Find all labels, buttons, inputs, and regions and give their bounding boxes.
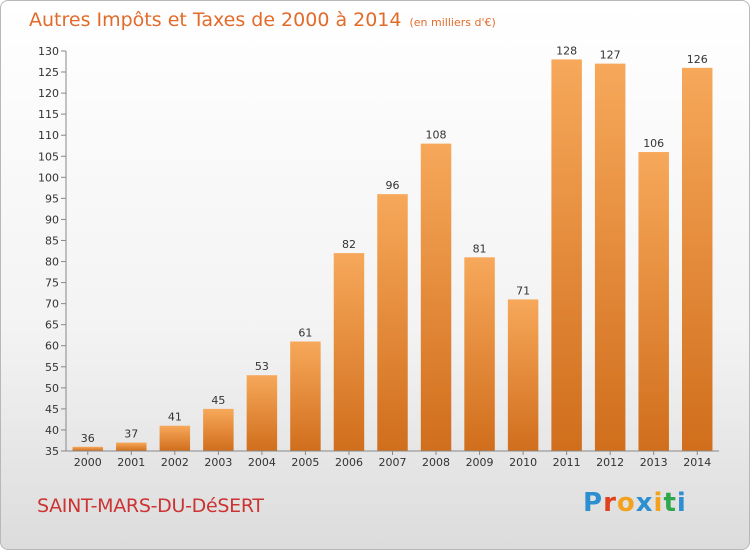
- y-tick-label: 95: [45, 192, 59, 205]
- bar-value-label: 81: [473, 242, 487, 255]
- bar: [333, 253, 365, 451]
- chart-title: Autres Impôts et Taxes de 2000 à 2014: [29, 9, 402, 31]
- x-tick-label: 2013: [640, 456, 668, 469]
- x-tick-label: 2000: [74, 456, 102, 469]
- bar-value-label: 61: [298, 327, 312, 340]
- bar: [594, 63, 626, 451]
- bar-value-label: 128: [556, 44, 577, 57]
- bars: 36 37 41 45 53 61 82 96 108 81 71 128 127 106 126: [72, 44, 713, 452]
- y-tick-label: 35: [45, 445, 59, 458]
- logo-letter: i: [676, 488, 687, 518]
- commune-name: SAINT-MARS-DU-DéSERT: [37, 495, 264, 517]
- bar: [420, 143, 452, 451]
- x-tick-label: 2003: [204, 456, 232, 469]
- bar-value-label: 37: [124, 428, 138, 441]
- y-tick-label: 120: [38, 87, 59, 100]
- chart-subtitle: (en milliers d'€): [409, 16, 496, 29]
- y-tick-label: 100: [38, 171, 59, 184]
- bar-value-label: 41: [168, 411, 182, 424]
- y-tick-label: 110: [38, 129, 59, 142]
- x-tick-label: 2002: [161, 456, 189, 469]
- y-tick-label: 125: [38, 66, 59, 79]
- y-tick-label: 85: [45, 234, 59, 247]
- y-tick-label: 115: [38, 108, 59, 121]
- y-tick-label: 60: [45, 340, 59, 353]
- logo-letter: o: [616, 488, 636, 518]
- bar: [464, 257, 495, 451]
- x-tick-label: 2011: [553, 456, 581, 469]
- x-tick-label: 2007: [379, 456, 407, 469]
- x-tick-label: 2004: [248, 456, 276, 469]
- bar: [681, 67, 713, 451]
- x-tick-label: 2001: [117, 456, 145, 469]
- logo-letter: i: [653, 488, 664, 518]
- bar-value-label: 53: [255, 360, 269, 373]
- logo-letter: x: [635, 488, 654, 518]
- bar: [116, 442, 147, 451]
- logo-letter: t: [663, 488, 677, 518]
- bar: [551, 59, 582, 451]
- bar-value-label: 127: [600, 49, 621, 62]
- bar: [377, 194, 408, 451]
- x-tick-label: 2012: [596, 456, 624, 469]
- proxiti-logo: Proxiti: [583, 488, 687, 518]
- x-tick-label: 2006: [335, 456, 363, 469]
- y-tick-label: 130: [38, 45, 59, 58]
- y-tick-label: 90: [45, 213, 59, 226]
- bar: [159, 425, 191, 451]
- y-tick-label: 80: [45, 256, 59, 269]
- y-tick-label: 75: [45, 277, 59, 290]
- bar-value-label: 106: [643, 137, 664, 150]
- bar: [203, 408, 234, 451]
- y-tick-label: 50: [45, 382, 59, 395]
- logo-letter: P: [583, 488, 604, 518]
- y-tick-label: 55: [45, 361, 59, 374]
- y-tick-label: 65: [45, 319, 59, 332]
- bar-value-label: 82: [342, 238, 356, 251]
- bar: [638, 152, 669, 452]
- y-tick-label: 105: [38, 150, 59, 163]
- y-tick-label: 70: [45, 298, 59, 311]
- title-row: Autres Impôts et Taxes de 2000 à 2014 (en…: [29, 9, 496, 31]
- bar: [246, 375, 278, 451]
- x-tick-label: 2010: [509, 456, 537, 469]
- x-tick-label: 2005: [291, 456, 319, 469]
- x-axis: 2000 2001 2002 2003 2004 2005 2006 2007 2008 2009…: [66, 450, 719, 469]
- bar: [290, 341, 321, 451]
- y-axis: 35 40 45 50 55 60 65 70 75 80 85 90 95 100 105 110 115 12…: [38, 45, 67, 458]
- y-tick-label: 45: [45, 403, 59, 416]
- bar-value-label: 71: [516, 284, 530, 297]
- bar: [507, 299, 539, 451]
- x-tick-label: 2009: [466, 456, 494, 469]
- y-tick-label: 40: [45, 424, 59, 437]
- bar-value-label: 108: [426, 129, 447, 142]
- bar-value-label: 36: [81, 432, 95, 445]
- bar-value-label: 126: [687, 53, 708, 66]
- logo-letter: r: [603, 488, 617, 518]
- x-tick-label: 2008: [422, 456, 450, 469]
- bar-value-label: 45: [211, 394, 225, 407]
- x-tick-label: 2014: [683, 456, 711, 469]
- bar-value-label: 96: [386, 179, 400, 192]
- bar: [72, 446, 104, 451]
